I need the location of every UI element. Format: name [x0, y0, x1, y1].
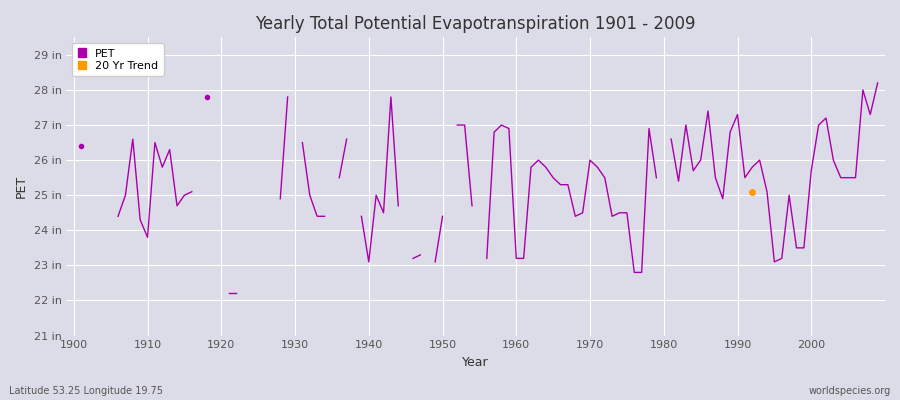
Text: Latitude 53.25 Longitude 19.75: Latitude 53.25 Longitude 19.75 — [9, 386, 163, 396]
Y-axis label: PET: PET — [15, 175, 28, 198]
Title: Yearly Total Potential Evapotranspiration 1901 - 2009: Yearly Total Potential Evapotranspiratio… — [256, 15, 696, 33]
X-axis label: Year: Year — [463, 356, 489, 369]
Text: worldspecies.org: worldspecies.org — [809, 386, 891, 396]
Legend: PET, 20 Yr Trend: PET, 20 Yr Trend — [72, 43, 164, 76]
